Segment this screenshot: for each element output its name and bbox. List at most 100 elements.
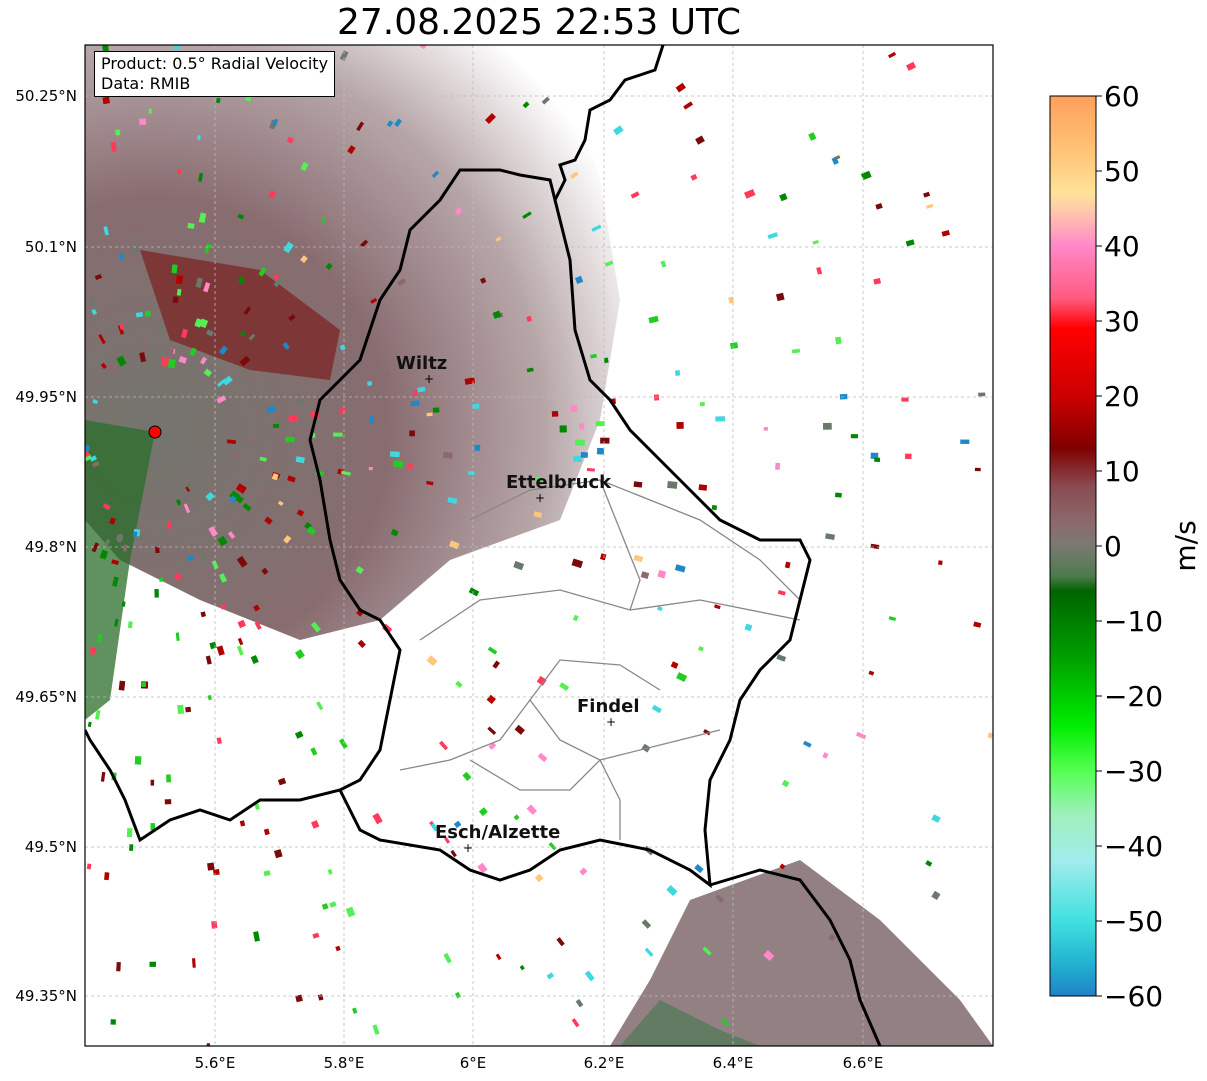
lon-tick-label: 6°E — [460, 1054, 487, 1072]
colorbar-tick-label: 10 — [1104, 455, 1140, 488]
velocity-bin — [822, 752, 829, 759]
velocity-bin — [235, 452, 242, 459]
velocity-bin — [694, 864, 704, 874]
velocity-bin — [513, 814, 520, 821]
velocity-bin — [410, 400, 420, 407]
velocity-bin — [161, 356, 169, 367]
velocity-bin — [488, 742, 497, 750]
velocity-bin — [372, 1024, 380, 1035]
colorbar-tick-label: −40 — [1104, 830, 1163, 863]
colorbar-ticks: 60 50 40 30 20 10 0 −10 −20 −30 −40 −50 −60 — [1096, 80, 1163, 1013]
velocity-bin — [164, 799, 172, 805]
velocity-bin — [172, 296, 179, 304]
velocity-bin — [596, 447, 605, 455]
velocity-bin — [729, 342, 739, 350]
velocity-bin — [198, 212, 207, 224]
velocity-bin — [464, 377, 476, 385]
velocity-bin — [925, 860, 933, 867]
velocity-bin — [850, 434, 858, 439]
lat-tick-label: 49.95°N — [15, 388, 77, 406]
velocity-bin — [135, 312, 144, 318]
colorbar-tick-label: 30 — [1104, 305, 1140, 338]
colorbar-tick-label: 40 — [1104, 230, 1140, 263]
velocity-bin — [591, 224, 602, 232]
velocity-bin — [175, 275, 184, 285]
velocity-bin — [288, 414, 299, 423]
velocity-bin — [904, 453, 912, 460]
velocity-bin — [254, 621, 262, 630]
lon-tick-label: 6.2°E — [584, 1054, 625, 1072]
velocity-bin — [157, 327, 163, 333]
velocity-bin — [110, 1019, 117, 1025]
velocity-bin — [676, 672, 688, 682]
velocity-bin — [534, 873, 544, 883]
velocity-bin — [695, 135, 705, 145]
velocity-bin — [860, 170, 872, 181]
velocity-bin — [150, 823, 155, 831]
velocity-bin — [808, 132, 817, 141]
velocity-bin — [333, 432, 343, 437]
lat-tick-label: 49.5°N — [25, 838, 77, 856]
velocity-bin — [535, 476, 543, 482]
city-wiltz: Wiltz + — [396, 353, 447, 386]
velocity-bin — [220, 603, 227, 610]
velocity-bin — [875, 203, 883, 210]
velocity-bin — [116, 962, 121, 972]
velocity-bin — [522, 101, 530, 109]
velocity-bin — [226, 439, 237, 445]
velocity-bin — [347, 145, 356, 155]
velocity-bin — [183, 503, 191, 514]
velocity-bin — [104, 538, 111, 547]
velocity-bin — [203, 282, 211, 293]
velocity-bin — [868, 670, 875, 676]
velocity-bin — [300, 255, 308, 264]
velocity-bin — [144, 310, 151, 317]
velocity-bin — [444, 837, 451, 844]
velocity-bin — [296, 509, 305, 517]
velocity-bin — [102, 96, 110, 105]
velocity-bin — [259, 456, 267, 462]
velocity-bin — [791, 348, 801, 354]
velocity-bin — [253, 604, 261, 612]
velocity-bin — [98, 333, 106, 345]
velocity-bin — [86, 863, 92, 870]
city-marker-icon: + — [463, 841, 473, 855]
velocity-bin — [306, 526, 316, 536]
product-label: Product: 0.5° Radial Velocity — [101, 54, 329, 73]
velocity-bin — [546, 972, 555, 980]
velocity-bin — [559, 682, 570, 692]
velocity-bin — [573, 455, 583, 463]
velocity-bin — [127, 621, 133, 629]
velocity-bin — [185, 706, 192, 713]
velocity-bin — [338, 407, 346, 414]
velocity-bin — [218, 345, 228, 355]
velocity-bin — [85, 444, 91, 452]
velocity-bin — [212, 869, 220, 876]
velocity-echo-southeast — [610, 860, 993, 1046]
longitude-axis: 5.6°E 5.8°E 6°E 6.2°E 6.4°E 6.6°E — [195, 1054, 884, 1072]
velocity-bin — [110, 141, 117, 153]
velocity-bin — [211, 920, 218, 929]
velocity-bin — [154, 589, 159, 598]
velocity-bin — [283, 241, 294, 254]
velocity-bin — [603, 357, 609, 364]
velocity-bin — [653, 394, 660, 401]
velocity-bin — [107, 363, 118, 375]
velocity-bin — [660, 260, 667, 268]
colorbar-tick-label: −30 — [1104, 755, 1163, 788]
velocity-bin — [139, 352, 146, 363]
velocity-bin — [237, 276, 245, 285]
velocity-bin — [102, 45, 109, 53]
velocity-bin — [239, 355, 251, 367]
velocity-bin — [781, 779, 790, 788]
velocity-bin — [586, 467, 595, 472]
velocity-bin — [648, 315, 659, 324]
velocity-bin — [477, 862, 488, 874]
velocity-bin — [744, 623, 753, 632]
lat-tick-label: 49.65°N — [15, 688, 77, 706]
velocity-bin — [485, 113, 496, 124]
velocity-bin — [132, 244, 139, 253]
velocity-bin — [599, 553, 607, 561]
velocity-bin — [240, 330, 246, 337]
velocity-bin — [855, 731, 867, 740]
